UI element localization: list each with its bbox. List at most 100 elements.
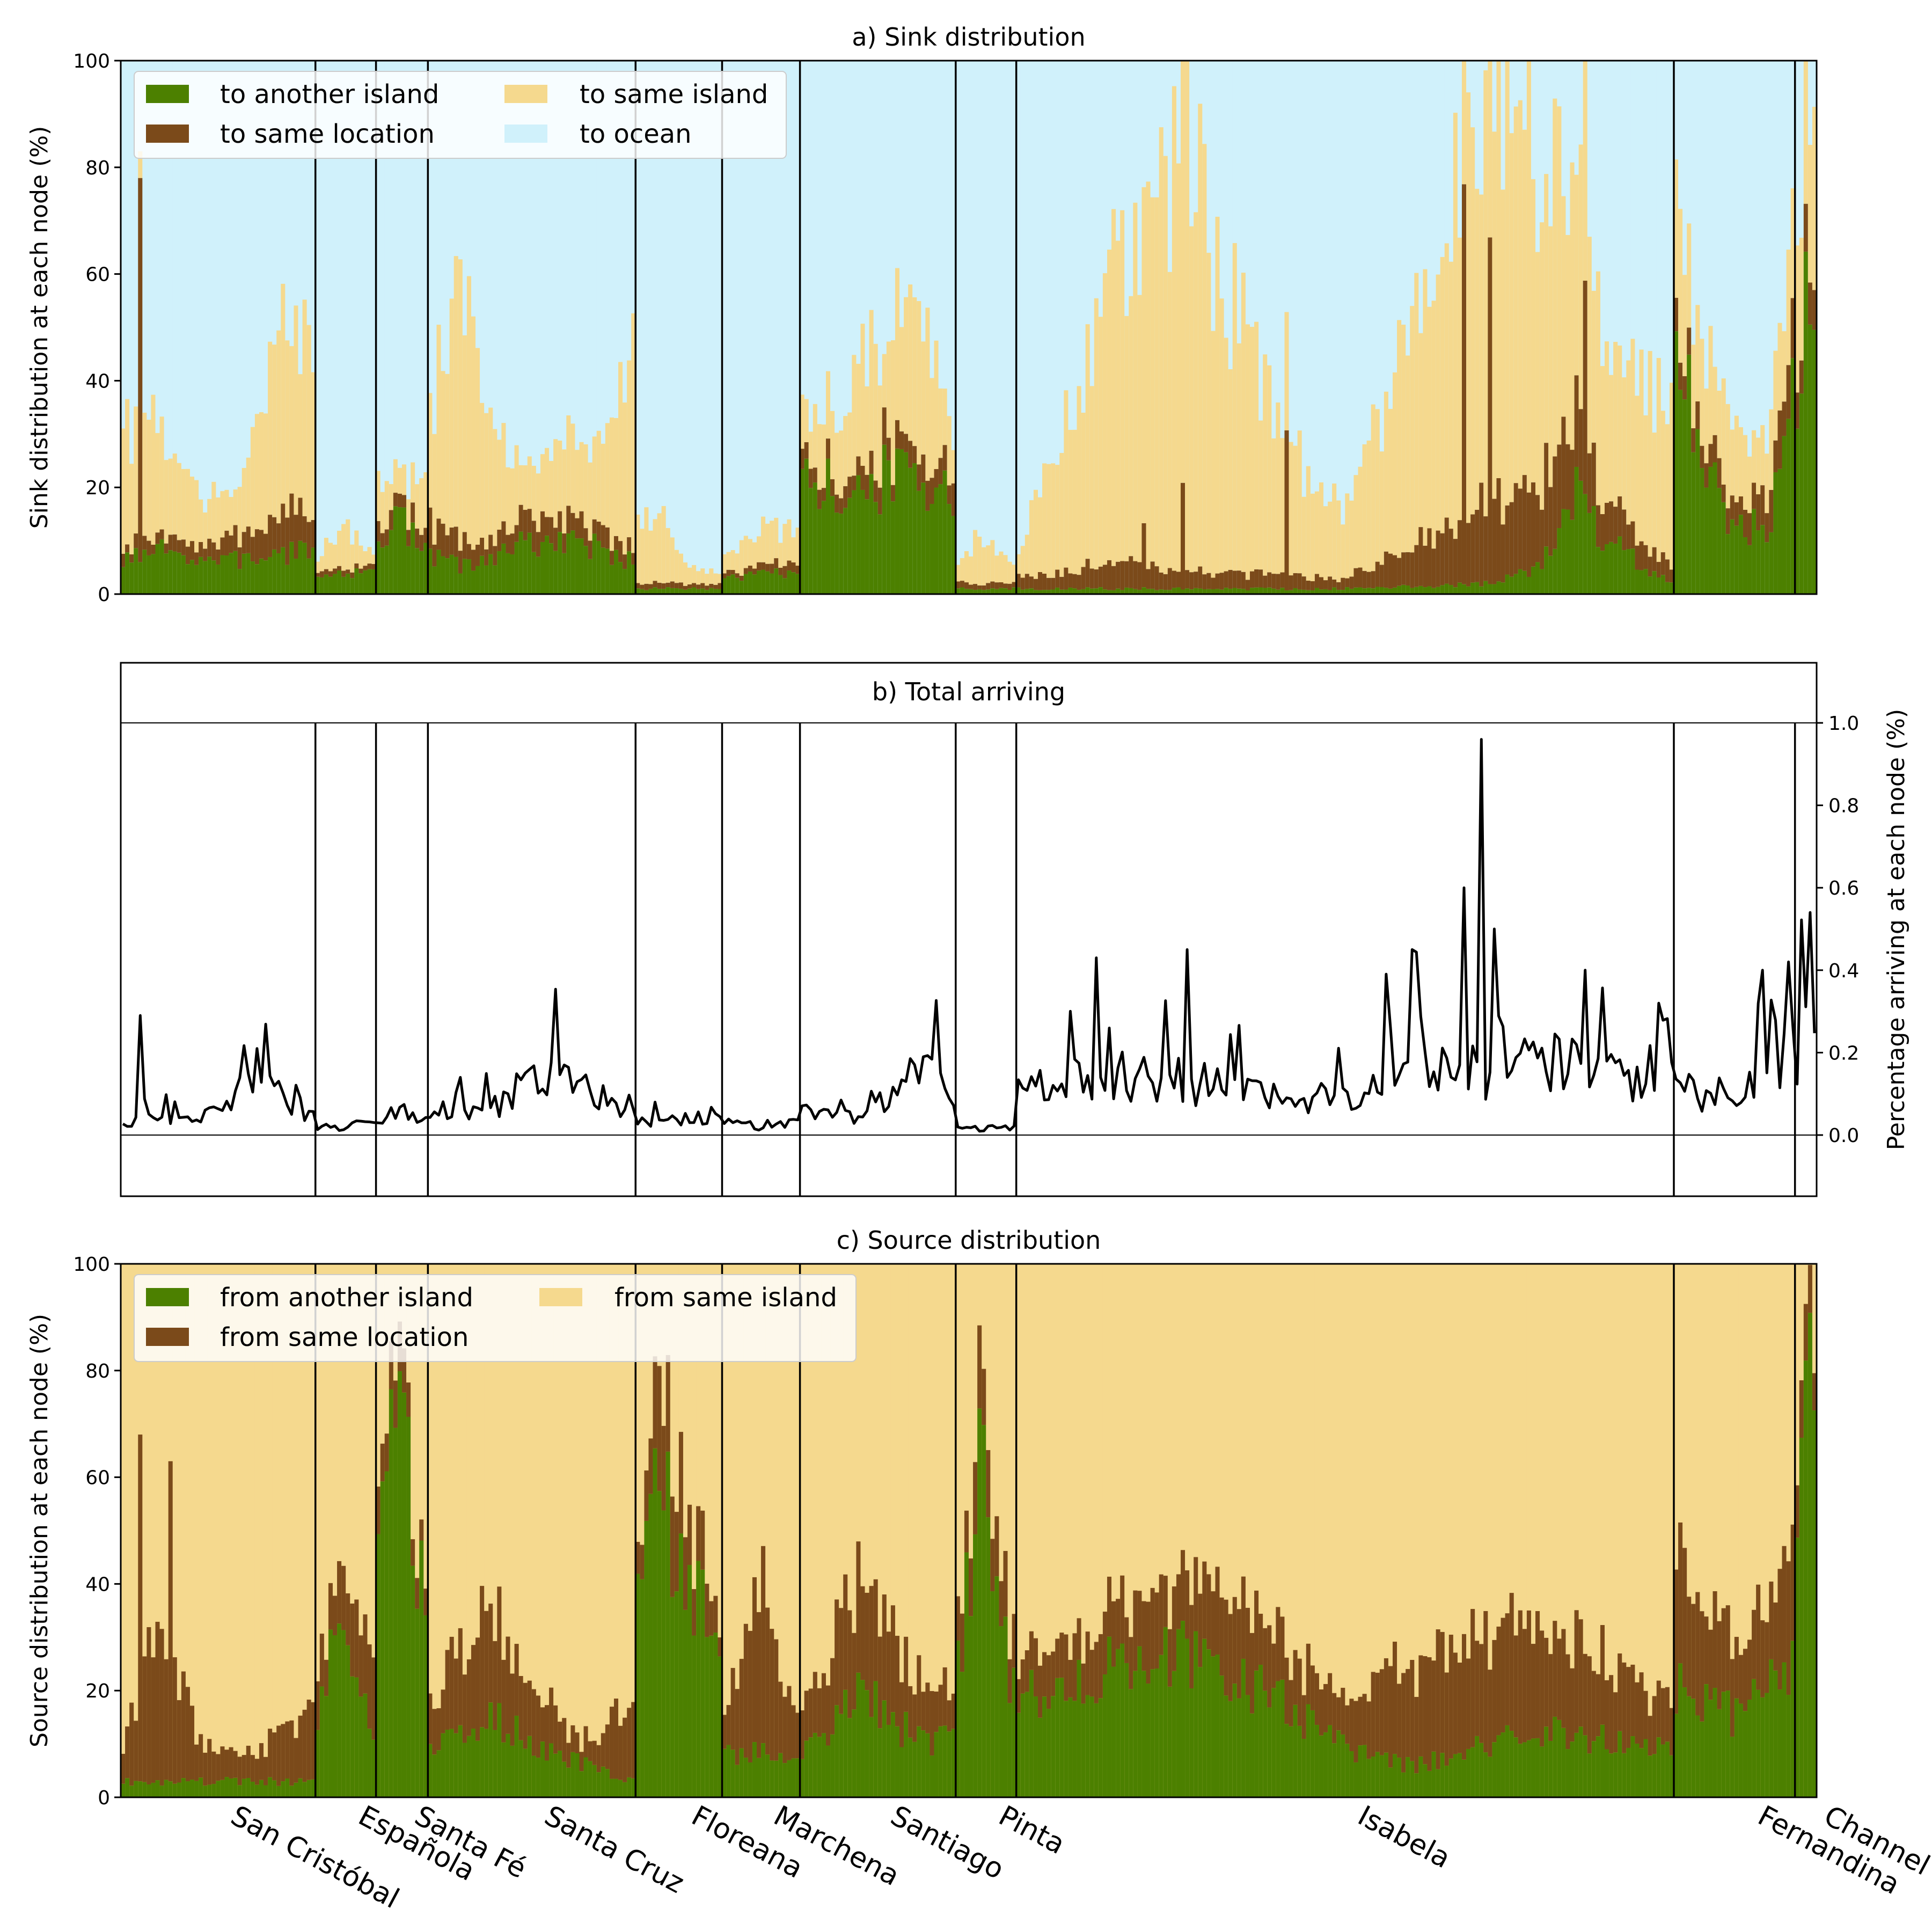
bar-another-island: [687, 588, 692, 594]
bar-from-same-island: [285, 1264, 290, 1797]
bar-another-island: [1669, 582, 1674, 594]
bar-same-location: [1375, 561, 1380, 587]
bar-from-same-island: [549, 1264, 554, 1797]
bar-another-island: [579, 1771, 584, 1797]
bar-same-island: [155, 433, 160, 533]
bar-another-island: [211, 1784, 216, 1797]
bar-another-island: [1756, 530, 1761, 594]
bar-another-island: [570, 530, 576, 594]
sink-legend: to another island to same location to sa…: [134, 71, 787, 159]
bar-another-island: [739, 581, 744, 594]
bar-to-ocean: [1332, 61, 1337, 594]
bar-from-same-island: [1743, 1264, 1748, 1797]
bar-same-location: [1596, 505, 1601, 547]
bar-from-same-island: [1540, 1264, 1545, 1797]
bar-same-island: [1362, 444, 1367, 571]
y-tick-label: 0.2: [1828, 1042, 1859, 1064]
bar-another-island: [151, 554, 156, 594]
bar-another-island: [934, 487, 939, 594]
bar-another-island: [224, 555, 230, 594]
bar-another-island: [1194, 588, 1198, 594]
bar-same-island: [657, 513, 662, 583]
bar-to-ocean: [761, 61, 766, 594]
bar-another-island: [1448, 1758, 1454, 1797]
bar-same-island: [142, 412, 147, 536]
bar-same-island: [1353, 475, 1359, 568]
bar-same-location: [743, 568, 749, 574]
bar-same-location: [1007, 1659, 1013, 1703]
bar-another-island: [272, 549, 277, 594]
bar-another-island: [129, 562, 134, 594]
bar-same-location: [1807, 1265, 1813, 1313]
bar-another-island: [510, 1745, 515, 1797]
bar-same-island: [1163, 156, 1168, 574]
bar-to-ocean: [1336, 61, 1341, 594]
bar-another-island: [982, 1425, 986, 1797]
bar-another-island: [393, 1428, 398, 1797]
bar-same-location: [1656, 562, 1662, 577]
bar-same-location: [830, 1658, 835, 1735]
bar-another-island: [1461, 584, 1467, 594]
bar-another-island: [363, 570, 368, 594]
bar-from-same-island: [1077, 1264, 1082, 1797]
bar-to-ocean: [1024, 61, 1030, 594]
bar-from-same-island: [1085, 1264, 1091, 1797]
bar-same-island: [475, 348, 480, 545]
bar-another-island: [1154, 1668, 1160, 1797]
bar-another-island: [289, 541, 295, 594]
bar-same-location: [1358, 1696, 1363, 1746]
bar-another-island: [466, 1736, 472, 1797]
bar-to-ocean: [181, 61, 186, 594]
bar-from-same-island: [1107, 1264, 1112, 1797]
bar-from-same-island: [1475, 1264, 1480, 1797]
bar-same-location: [1332, 1693, 1337, 1744]
bar-another-island: [1687, 354, 1692, 594]
bar-another-island: [237, 1785, 243, 1797]
bar-from-same-island: [1605, 1264, 1609, 1797]
bar-same-island: [415, 484, 420, 529]
bar-same-island: [159, 416, 165, 530]
bar-another-island: [172, 1783, 178, 1797]
bar-same-island: [294, 305, 299, 515]
bar-another-island: [1526, 1740, 1532, 1797]
bar-to-ocean: [999, 61, 1004, 594]
bar-to-ocean: [640, 61, 645, 594]
bar-same-island: [1289, 442, 1294, 576]
bar-from-same-island: [942, 1264, 948, 1797]
bar-another-island: [358, 1696, 364, 1797]
bar-to-ocean: [367, 61, 372, 594]
bar-another-island: [1314, 588, 1320, 594]
bar-from-same-island: [1194, 1264, 1198, 1797]
bar-same-location: [1219, 573, 1225, 590]
bar-another-island: [436, 550, 442, 594]
bar-same-island: [466, 276, 472, 544]
bar-same-location: [1626, 524, 1631, 550]
bar-same-island: [484, 413, 489, 550]
bar-to-ocean: [233, 61, 238, 594]
bar-same-island: [181, 469, 186, 540]
bar-same-island: [1505, 61, 1510, 506]
bar-another-island: [1319, 1735, 1324, 1797]
bar-same-location: [1565, 444, 1571, 510]
bar-same-location: [1249, 571, 1255, 588]
bar-from-same-island: [1721, 1264, 1726, 1797]
bar-from-same-island: [250, 1264, 255, 1797]
bar-same-location: [1289, 575, 1294, 590]
bar-same-location: [1448, 1634, 1454, 1759]
bar-from-same-island: [1029, 1264, 1034, 1797]
bar-another-island: [294, 559, 299, 594]
bar-from-same-island: [363, 1264, 368, 1797]
bar-same-location: [1046, 1655, 1051, 1709]
bar-another-island: [1306, 1704, 1311, 1797]
bar-to-ocean: [264, 61, 268, 594]
bar-another-island: [588, 1761, 593, 1797]
bar-another-island: [1708, 1700, 1714, 1797]
bar-another-island: [1673, 1714, 1679, 1797]
y-tick-label: 100: [73, 1254, 110, 1276]
bar-same-location: [700, 1510, 705, 1570]
bar-from-same-island: [1713, 1264, 1718, 1797]
bar-another-island: [306, 1780, 312, 1797]
bar-another-island: [921, 1730, 926, 1797]
bar-another-island: [1470, 1747, 1475, 1797]
